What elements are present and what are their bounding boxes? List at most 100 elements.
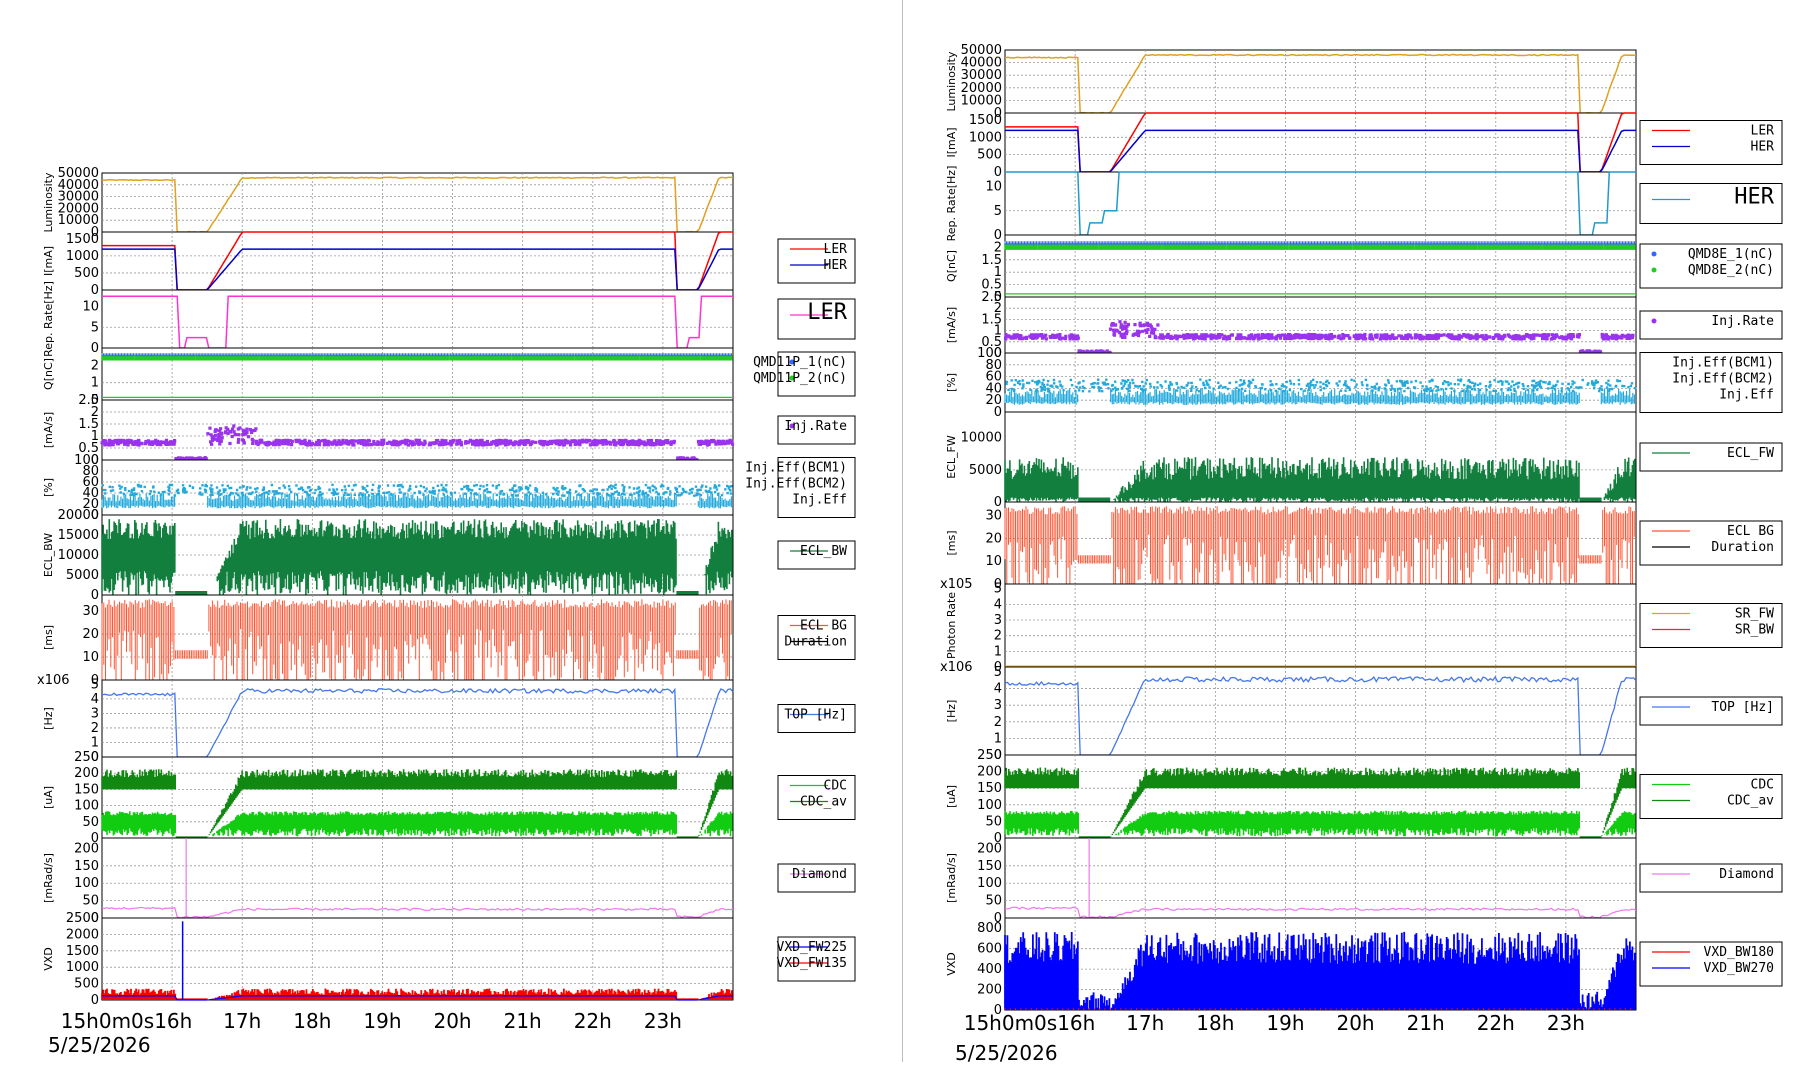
legend: Inj.Eff(BCM1)Inj.Eff(BCM2)Inj.Eff xyxy=(745,457,856,518)
legend-label: LER xyxy=(824,242,848,257)
y-tick-label: 30000 xyxy=(961,68,1002,83)
panel-frame xyxy=(1004,49,1637,114)
y-tick-label: 500 xyxy=(74,977,99,992)
axis-multiplier: x106 xyxy=(37,673,70,688)
charge-2-series xyxy=(1004,243,1636,250)
y-tick-label: 20 xyxy=(82,497,99,512)
y-tick-label: 2 xyxy=(91,358,99,373)
y-tick-label: 0 xyxy=(994,495,1002,510)
y-tick-label: 5 xyxy=(91,320,99,335)
legend: ECL_BW xyxy=(777,540,856,570)
y-tick-label: 0 xyxy=(91,225,99,240)
y-axis-label: [ms] xyxy=(42,625,55,650)
y-axis-label: [%] xyxy=(945,373,958,392)
diamond-series xyxy=(1004,906,1637,919)
legend-label: Diamond xyxy=(1719,867,1774,882)
panel-eclfw: 10000 5000 0 ECL_FW ECL_FW xyxy=(945,411,1783,510)
panel-charge: 2 1 0 Q[nC] QMD11P_1(nC)QMD11P_2(nC) xyxy=(42,347,856,408)
y-tick-label: 1.5 xyxy=(981,253,1002,268)
legend-marker xyxy=(1651,318,1657,324)
panel-frame xyxy=(101,399,734,461)
y-tick-label: 5 xyxy=(994,665,1002,680)
charge-2-series xyxy=(101,354,733,361)
legend-label: Inj.Eff(BCM1) xyxy=(1672,356,1774,371)
legend: TOP [Hz] xyxy=(777,704,856,733)
legend-box xyxy=(777,775,856,820)
panel-frame xyxy=(1004,112,1637,173)
y-tick-label: 1000 xyxy=(66,960,99,975)
y-axis-label: VXD xyxy=(42,947,55,971)
top-rate-series xyxy=(1004,675,1637,756)
legend-label: VXD_BW270 xyxy=(1704,961,1774,976)
y-axis-label: ECL_BW xyxy=(42,533,55,577)
panel-frame xyxy=(1004,666,1637,756)
rep-rate-her-series xyxy=(1005,171,1636,236)
y-tick-label: 200 xyxy=(977,983,1002,998)
chart-left: 50000400003000020000100000Luminosity1500… xyxy=(37,166,856,1057)
legend-box xyxy=(1639,183,1783,224)
y-tick-label: 10000 xyxy=(961,431,1002,446)
y-tick-label: 0.5 xyxy=(981,335,1002,350)
legend-label: ECL BG xyxy=(800,619,847,634)
y-tick-label: 40 xyxy=(82,486,99,501)
y-tick-label: 0 xyxy=(994,748,1002,763)
legend-box xyxy=(1639,352,1783,413)
y-tick-label: 10 xyxy=(82,300,99,315)
y-tick-label: 1 xyxy=(91,735,99,750)
x-tick-label: 22h xyxy=(1477,1011,1515,1035)
legend-label: Inj.Eff(BCM2) xyxy=(1672,372,1774,387)
luminosity-series xyxy=(1004,53,1637,114)
luminosity-series xyxy=(101,176,734,233)
y-tick-label: 1000 xyxy=(969,130,1002,145)
injection-rate-series xyxy=(100,424,735,462)
legend-box xyxy=(1639,774,1783,819)
y-axis-label: [ms] xyxy=(945,530,958,555)
y-tick-label: 0 xyxy=(994,831,1002,846)
y-tick-label: 0 xyxy=(994,911,1002,926)
y-tick-label: 10000 xyxy=(961,93,1002,108)
y-tick-label: 0.5 xyxy=(981,278,1002,293)
legend-marker xyxy=(789,423,795,429)
legend-box xyxy=(1639,603,1783,648)
y-tick-label: 0 xyxy=(994,660,1002,675)
y-tick-label: 40 xyxy=(985,381,1002,396)
injection-rate-series xyxy=(1004,320,1635,355)
y-tick-label: 10000 xyxy=(58,213,99,228)
y-tick-label: 1500 xyxy=(969,113,1002,128)
panel-injeff: 100806040200[%]Inj.Eff(BCM1)Inj.Eff(BCM2… xyxy=(945,346,1783,420)
y-tick-label: 0 xyxy=(994,577,1002,592)
legend-box xyxy=(777,298,856,340)
cdc-av-series xyxy=(101,769,733,838)
y-tick-label: 1.5 xyxy=(981,312,1002,327)
chart-right: 50000400003000020000100000Luminosity1500… xyxy=(940,43,1783,1065)
legend-box xyxy=(777,863,856,893)
y-axis-label: Rep. Rate[Hz] xyxy=(42,281,55,357)
top-rate-series xyxy=(101,687,734,758)
y-tick-label: 200 xyxy=(74,766,99,781)
legend: Inj.Eff(BCM1)Inj.Eff(BCM2)Inj.Eff xyxy=(1639,352,1783,413)
rep-rate-ler-series xyxy=(102,295,733,349)
legend-box xyxy=(777,457,856,518)
x-tick-label: 21h xyxy=(1407,1011,1445,1035)
y-tick-label: 60 xyxy=(82,475,99,490)
y-tick-label: 15000 xyxy=(58,528,99,543)
panel-charge: 21.510.50 Q[nC] QMD8E_1(nC)QMD8E_2(nC) xyxy=(945,234,1783,305)
legend-label: HER xyxy=(1751,140,1775,155)
legend-label: LER xyxy=(807,300,847,325)
y-tick-label: 0 xyxy=(91,393,99,408)
y-tick-label: 2 xyxy=(91,405,99,420)
legend-box xyxy=(777,415,856,445)
y-tick-label: 100 xyxy=(977,876,1002,891)
y-tick-label: 30 xyxy=(82,604,99,619)
y-axis-label: [uA] xyxy=(945,785,958,808)
y-axis-label: [uA] xyxy=(42,786,55,809)
y-tick-label: 2500 xyxy=(66,911,99,926)
legend-box xyxy=(777,351,856,397)
y-tick-label: 10000 xyxy=(58,548,99,563)
y-tick-label: 3 xyxy=(91,706,99,721)
y-tick-label: 2 xyxy=(91,721,99,736)
panel-injrate: 2.521.510.50[mA/s] Inj.Rate xyxy=(945,290,1783,361)
legend-box xyxy=(1639,520,1783,566)
